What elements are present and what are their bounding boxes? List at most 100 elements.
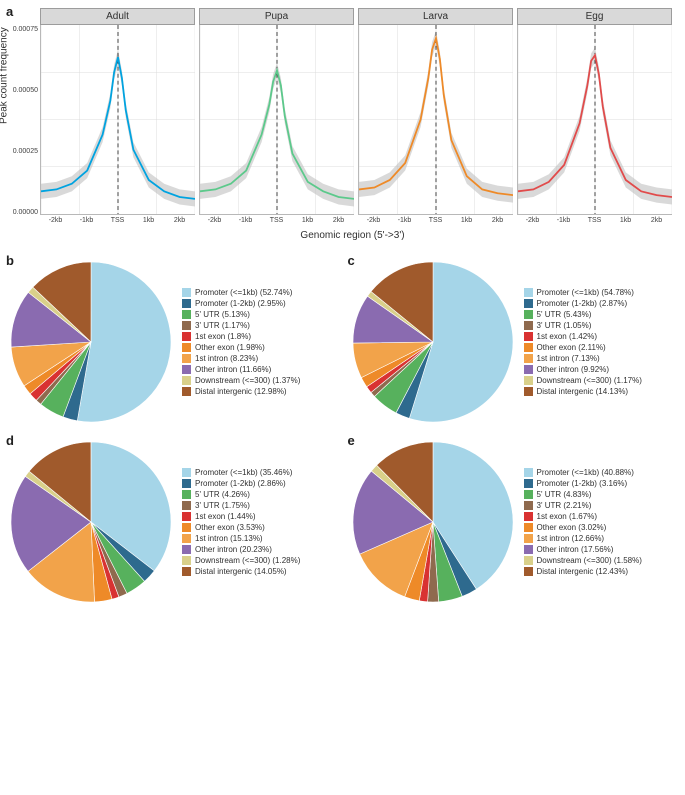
subplot-title: Adult xyxy=(40,8,195,25)
legend-row: 1st intron (12.66%) xyxy=(524,534,680,543)
xaxis-ticks: -2kb-1kbTSS1kb2kb xyxy=(199,215,354,224)
pie-chart xyxy=(348,257,518,427)
legend-row: Other exon (3.53%) xyxy=(182,523,338,532)
plot-svg xyxy=(41,25,195,214)
legend-row: Promoter (1-2kb) (2.95%) xyxy=(182,299,338,308)
legend-label: Distal intergenic (12.98%) xyxy=(195,387,287,396)
legend-row: 3' UTR (2.21%) xyxy=(524,501,680,510)
legend-row: Downstream (<=300) (1.28%) xyxy=(182,556,338,565)
legend-swatch xyxy=(524,468,533,477)
legend-row: Downstream (<=300) (1.58%) xyxy=(524,556,680,565)
pie-legend: Promoter (<=1kb) (54.78%)Promoter (1-2kb… xyxy=(518,288,680,396)
xtick: 2kb xyxy=(482,217,513,224)
legend-swatch xyxy=(524,545,533,554)
legend-row: Distal intergenic (12.43%) xyxy=(524,567,680,576)
subplot-pupa: Pupa -2kb-1kbTSS1kb2kb xyxy=(199,8,354,224)
legend-row: 1st exon (1.42%) xyxy=(524,332,680,341)
legend-row: Promoter (1-2kb) (2.86%) xyxy=(182,479,338,488)
legend-swatch xyxy=(182,479,191,488)
legend-row: 1st intron (7.13%) xyxy=(524,354,680,363)
legend-row: 3' UTR (1.75%) xyxy=(182,501,338,510)
pie-grid: b Promoter (<=1kb) (52.74%) Promoter (1-2k… xyxy=(0,247,685,617)
xtick: -1kb xyxy=(548,217,579,224)
xtick: 1kb xyxy=(133,217,164,224)
xtick: 1kb xyxy=(610,217,641,224)
legend-label: Downstream (<=300) (1.58%) xyxy=(537,556,642,565)
legend-row: Distal intergenic (14.05%) xyxy=(182,567,338,576)
legend-label: Other intron (17.56%) xyxy=(537,545,614,554)
legend-label: 1st intron (7.13%) xyxy=(537,354,600,363)
xtick: -2kb xyxy=(358,217,389,224)
xtick: 2kb xyxy=(641,217,672,224)
legend-label: Distal intergenic (12.43%) xyxy=(537,567,629,576)
xtick: 2kb xyxy=(323,217,354,224)
ytick: 0.00075 xyxy=(10,26,38,33)
ytick: 0.00025 xyxy=(10,148,38,155)
xtick: TSS xyxy=(420,217,451,224)
xtick: -1kb xyxy=(389,217,420,224)
yaxis-label: Peak count frequency xyxy=(0,27,10,124)
legend-swatch xyxy=(524,512,533,521)
pie-chart xyxy=(348,437,518,607)
legend-swatch xyxy=(524,479,533,488)
legend-swatch xyxy=(182,332,191,341)
subplot-title: Pupa xyxy=(199,8,354,25)
subplot-adult: Adult -2kb-1kbTSS1kb2kb xyxy=(40,8,195,224)
legend-label: Other exon (1.98%) xyxy=(195,343,265,352)
yaxis-ticks: 0.00075 0.00050 0.00025 0.00000 xyxy=(10,26,38,216)
legend-swatch xyxy=(182,545,191,554)
pie-panel-d: dPromoter (<=1kb) (35.46%)Promoter (1-2k… xyxy=(6,437,338,607)
legend-row: Other intron (20.23%) xyxy=(182,545,338,554)
legend-row: Other exon (2.11%) xyxy=(524,343,680,352)
legend-label: Other intron (9.92%) xyxy=(537,365,609,374)
legend-label: Promoter (1-2kb) (2.95%) xyxy=(195,299,286,308)
legend-row: Distal intergenic (12.98%) xyxy=(182,387,338,396)
legend-label: 1st intron (8.23%) xyxy=(195,354,258,363)
subplot-larva: Larva -2kb-1kbTSS1kb2kb xyxy=(358,8,513,224)
legend-swatch xyxy=(182,523,191,532)
legend-swatch xyxy=(182,343,191,352)
legend-label: Promoter (<=1kb) (35.46%) xyxy=(195,468,292,477)
legend-swatch xyxy=(524,567,533,576)
legend-swatch xyxy=(182,288,191,297)
legend-swatch xyxy=(524,299,533,308)
legend-label: 1st intron (12.66%) xyxy=(537,534,605,543)
legend-swatch xyxy=(182,387,191,396)
pie-panel-e: ePromoter (<=1kb) (40.88%)Promoter (1-2k… xyxy=(348,437,680,607)
pie-chart xyxy=(6,437,176,607)
pie-panel-b: bPromoter (<=1kb) (52.74%)Promoter (1-2k… xyxy=(6,257,338,427)
xtick: TSS xyxy=(102,217,133,224)
legend-label: 5' UTR (4.83%) xyxy=(537,490,592,499)
legend-swatch xyxy=(524,365,533,374)
legend-swatch xyxy=(182,534,191,543)
figure-root: a Peak count frequency 0.00075 0.00050 0… xyxy=(0,0,685,617)
panel-label-b: b xyxy=(6,253,14,268)
legend-label: 1st intron (15.13%) xyxy=(195,534,263,543)
legend-label: Other intron (11.66%) xyxy=(195,365,271,374)
legend-swatch xyxy=(524,523,533,532)
legend-row: Promoter (<=1kb) (35.46%) xyxy=(182,468,338,477)
subplot-title: Larva xyxy=(358,8,513,25)
legend-row: 1st exon (1.8%) xyxy=(182,332,338,341)
legend-row: Promoter (<=1kb) (52.74%) xyxy=(182,288,338,297)
legend-row: 3' UTR (1.17%) xyxy=(182,321,338,330)
legend-swatch xyxy=(182,556,191,565)
legend-swatch xyxy=(182,299,191,308)
panel-a-row: Adult -2kb-1kbTSS1kb2kbPupa -2kb-1kbTSS1… xyxy=(40,8,675,224)
plot-svg xyxy=(200,25,354,214)
xaxis-ticks: -2kb-1kbTSS1kb2kb xyxy=(40,215,195,224)
legend-swatch xyxy=(524,354,533,363)
legend-swatch xyxy=(182,501,191,510)
xtick: 1kb xyxy=(451,217,482,224)
xtick: -1kb xyxy=(230,217,261,224)
xaxis-ticks: -2kb-1kbTSS1kb2kb xyxy=(517,215,672,224)
xtick: -2kb xyxy=(517,217,548,224)
plot-area xyxy=(517,25,672,215)
xtick: 2kb xyxy=(164,217,195,224)
legend-label: 3' UTR (1.05%) xyxy=(537,321,592,330)
plot-area xyxy=(40,25,195,215)
ytick: 0.00000 xyxy=(10,209,38,216)
legend-swatch xyxy=(524,376,533,385)
legend-label: Promoter (<=1kb) (40.88%) xyxy=(537,468,634,477)
panel-label-e: e xyxy=(348,433,355,448)
